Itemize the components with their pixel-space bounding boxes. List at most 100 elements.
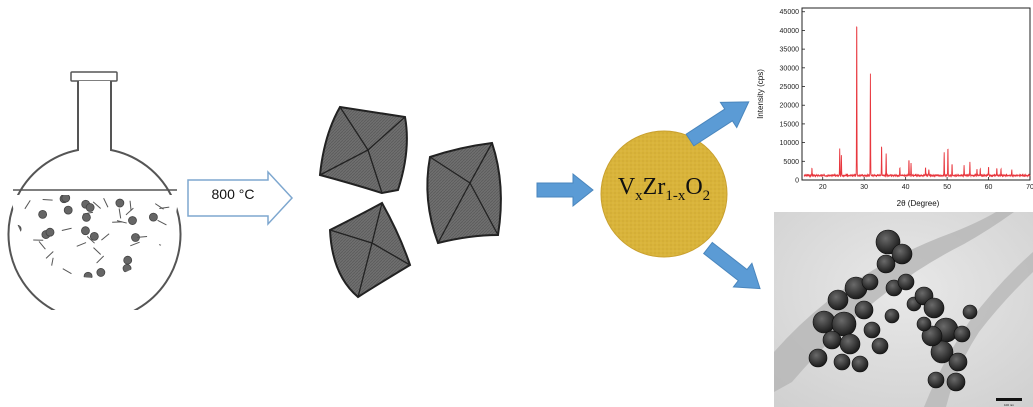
flask-fiber: [92, 201, 101, 209]
flask-fiber: [137, 236, 148, 238]
nanoparticle: [916, 316, 932, 332]
xrd-x-tick-label: 70: [1026, 184, 1033, 191]
flask-fiber: [45, 251, 54, 259]
crystal-bottom-left: [328, 201, 412, 299]
flask-particle: [61, 195, 71, 203]
crystal-right: [426, 141, 502, 245]
nanoparticle: [897, 273, 915, 291]
xrd-plot-frame: [801, 7, 1031, 181]
nanoparticle: [851, 355, 869, 373]
nanoparticle: [876, 254, 896, 274]
xrd-x-tick-label: 20: [819, 184, 827, 191]
flask-illustration: [7, 71, 182, 310]
flask-fiber: [129, 200, 132, 211]
formula-2-sub: 2: [702, 187, 711, 204]
nanoparticle: [822, 330, 842, 350]
crystal-top-left: [318, 105, 408, 195]
temperature-label: 800 °C: [211, 186, 255, 202]
formula-zr: Zr: [642, 174, 666, 200]
nanoparticle: [953, 325, 971, 343]
xrd-chart: 0 5000 10000 15000 20000 25000 30000 35000 40000…: [756, 7, 1033, 208]
nanoparticle: [946, 372, 966, 392]
flask-particle: [89, 231, 99, 241]
nanoparticle: [962, 304, 978, 320]
flask-particle: [63, 205, 73, 215]
nanoparticle: [812, 310, 836, 334]
nanoparticle: [854, 300, 874, 320]
xrd-x-tick-label: 40: [902, 184, 910, 191]
flask-particle: [82, 212, 91, 222]
flask-fiber: [118, 208, 122, 219]
arrow-to-tem: [702, 241, 761, 290]
tem-grid-strand: [774, 212, 1014, 392]
nanoparticle: [948, 352, 968, 372]
xrd-y-tick-label: 35000: [780, 47, 800, 54]
flask-fiber: [96, 255, 105, 264]
flask-particle: [38, 210, 48, 219]
xrd-y-tick-label: 5000: [783, 159, 799, 166]
xrd-y-tick-label: 45000: [780, 9, 800, 16]
product-formula: VxZr1-xO2: [598, 172, 730, 211]
flask-fiber: [61, 227, 72, 231]
flask-fiber: [130, 241, 140, 247]
flask-fiber: [24, 200, 31, 210]
nanoparticle: [930, 340, 954, 364]
process-arrow: [187, 170, 294, 226]
xrd-x-tick-label: 30: [860, 184, 868, 191]
xrd-y-tick-label: 25000: [780, 84, 800, 91]
flask-fiber: [62, 268, 72, 275]
xrd-y-tick-label: 30000: [780, 65, 800, 72]
nanoparticle: [884, 308, 900, 324]
flask-particle: [148, 212, 158, 222]
nanoparticle: [839, 333, 861, 355]
nanoparticle: [921, 325, 943, 347]
flask-fiber: [42, 198, 53, 201]
flask-fiber: [86, 236, 95, 244]
flask-particle: [83, 271, 93, 278]
xrd-y-tick-label: 15000: [780, 121, 800, 128]
arrow-to-xrd: [685, 101, 750, 147]
flask-fiber: [76, 242, 87, 247]
scale-bar-label: 100 nm: [1004, 403, 1015, 407]
formula-v: V: [617, 174, 636, 200]
flask-stopper: [70, 71, 118, 82]
flask-particle: [123, 255, 133, 265]
xrd-pattern-line: [803, 26, 1031, 178]
nanoparticle: [927, 371, 945, 389]
flask-fiber: [116, 220, 127, 224]
nanoparticle: [808, 348, 828, 368]
flask-fiber: [125, 207, 134, 216]
flask-fiber: [157, 219, 167, 226]
nanoparticle: [923, 297, 945, 319]
flask-fiber: [38, 241, 46, 250]
tem-micrograph: 100 nm: [774, 212, 1033, 407]
flask-particle: [81, 226, 90, 236]
xrd-y-tick-label: 10000: [780, 140, 800, 147]
flask-fiber: [101, 233, 110, 241]
xrd-y-tick-label: 40000: [780, 28, 800, 35]
nanoparticle: [827, 289, 849, 311]
nanoparticle: [861, 273, 879, 291]
formula-1-x-sub: 1-x: [665, 187, 686, 204]
nanoparticle: [871, 337, 889, 355]
product-disc: [600, 130, 728, 258]
formula-o: O: [685, 174, 703, 200]
process-arrow-shape: [187, 170, 294, 226]
xrd-x-tick-label: 60: [985, 184, 993, 191]
xrd-y-tick-label: 0: [795, 178, 799, 185]
nanoparticle: [891, 243, 913, 265]
formula-x-sub: x: [635, 187, 643, 204]
xrd-x-tick-label: 50: [943, 184, 951, 191]
flask-particle: [115, 198, 125, 208]
flask-fiber: [103, 198, 109, 208]
flask-particle: [96, 268, 106, 277]
flask-fiber: [154, 203, 164, 210]
flask-particle: [128, 216, 137, 225]
flask-particle: [85, 203, 95, 212]
flask-fiber: [159, 206, 170, 209]
xrd-x-axis-label: 2θ (Degree): [897, 199, 940, 208]
nanoparticle: [833, 353, 851, 371]
xrd-y-axis-label: Intensity (cps): [756, 69, 765, 119]
nanoparticles: [808, 229, 978, 392]
arrow-to-product: [536, 172, 594, 208]
